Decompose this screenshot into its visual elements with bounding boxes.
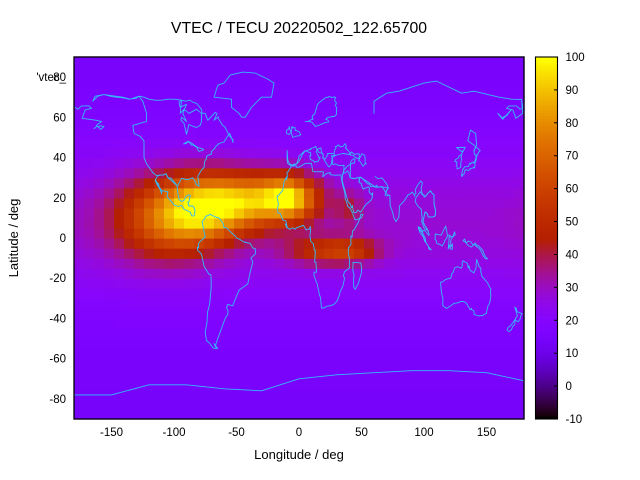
svg-text:100: 100 [414, 427, 433, 439]
svg-text:150: 150 [477, 427, 496, 439]
svg-text:20: 20 [53, 193, 66, 205]
svg-text:20: 20 [566, 315, 579, 327]
svg-text:50: 50 [355, 427, 368, 439]
svg-text:Latitude / deg: Latitude / deg [6, 199, 21, 278]
svg-text:90: 90 [566, 85, 579, 97]
svg-text:40: 40 [566, 250, 579, 262]
svg-text:-50: -50 [228, 427, 245, 439]
svg-text:-150: -150 [100, 427, 123, 439]
svg-text:60: 60 [53, 112, 66, 124]
svg-text:30: 30 [566, 282, 579, 294]
svg-text:100: 100 [566, 52, 585, 64]
svg-text:-60: -60 [49, 354, 66, 366]
svg-text:50: 50 [566, 217, 579, 229]
svg-text:0: 0 [566, 381, 572, 393]
svg-text:-80: -80 [49, 394, 66, 406]
svg-text:80: 80 [566, 118, 579, 130]
svg-text:-100: -100 [162, 427, 185, 439]
svg-text:-40: -40 [49, 313, 66, 325]
svg-text:'vtec_: 'vtec_ [36, 72, 66, 84]
svg-text:70: 70 [566, 151, 579, 163]
svg-text:40: 40 [53, 153, 66, 165]
svg-text:-20: -20 [49, 273, 66, 285]
svg-text:0: 0 [60, 233, 66, 245]
svg-text:-10: -10 [566, 414, 583, 426]
svg-text:0: 0 [296, 427, 302, 439]
svg-text:Longitude / deg: Longitude / deg [254, 447, 344, 462]
svg-text:60: 60 [566, 184, 579, 196]
svg-text:10: 10 [566, 348, 579, 360]
